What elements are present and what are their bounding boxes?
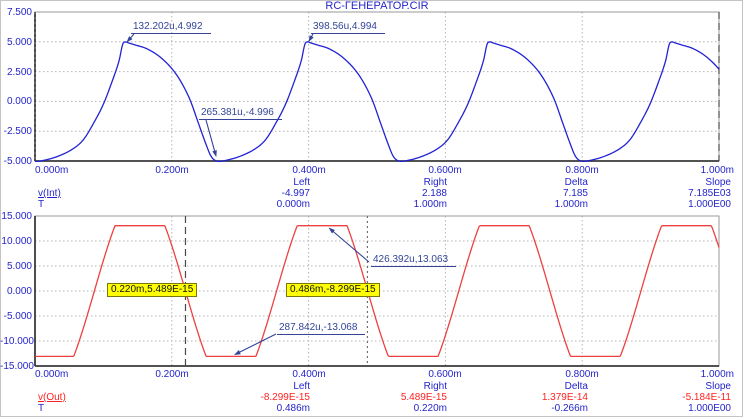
stat-value: 0.486m: [276, 403, 310, 414]
annotation-arrow: [331, 230, 370, 263]
y-tick-label: 5.000: [6, 261, 32, 272]
x-tick-label: 0.800m: [565, 165, 599, 176]
annotation-arrow: [238, 333, 277, 354]
annotation-arrowhead: [234, 350, 241, 355]
x-tick-label: 0.800m: [565, 369, 599, 380]
trace-name-vout[interactable]: v(Out): [38, 392, 66, 403]
x-tick-label: 0.000m: [35, 369, 69, 380]
cursor-readout-box[interactable]: 0.220m,5.489E-15: [107, 283, 198, 297]
stat-col-header: Delta: [564, 381, 588, 392]
stat-value: 7.185: [562, 188, 588, 199]
stat-value: 2.188: [421, 188, 447, 199]
y-tick-label: -5.000: [3, 156, 32, 167]
stat-value: -5.184E-11: [682, 392, 731, 403]
y-tick-label: -5.000: [3, 311, 32, 322]
stat-col-header: Slope: [705, 381, 731, 392]
cursor-readout-box[interactable]: 0.486m,-8.299E-15: [286, 283, 380, 297]
y-tick-label: 0.000: [6, 96, 32, 107]
stat-col-header: Left: [293, 177, 310, 188]
stat-value: -0.266m: [551, 403, 588, 414]
trace-annotation[interactable]: 287.842u,-13.068: [277, 323, 366, 335]
x-tick-label: 0.600m: [428, 369, 462, 380]
stat-value: 1.000m: [554, 199, 588, 210]
stat-value: -4.997: [281, 188, 310, 199]
y-tick-label: 7.500: [6, 7, 32, 18]
stat-value: 5.489E-15: [400, 392, 447, 403]
y-tick-label: -15.000: [0, 361, 34, 372]
annotation-arrow: [205, 119, 216, 153]
annotation-arrowhead: [328, 227, 335, 234]
annotation-arrowhead: [126, 36, 133, 43]
annotation-arrowhead: [212, 150, 217, 157]
trace-annotation[interactable]: 426.392u,13.063: [371, 255, 457, 267]
time-row-label: T: [38, 403, 45, 414]
stat-value: 1.000E00: [688, 199, 731, 210]
x-tick-label: 0.200m: [155, 369, 189, 380]
stat-col-header: Right: [423, 177, 447, 188]
stat-col-header: Right: [423, 381, 447, 392]
x-tick-label: 0.400m: [292, 369, 326, 380]
stat-value: 0.220m: [413, 403, 447, 414]
time-row-label: T: [38, 199, 45, 210]
trace-annotation[interactable]: 132.202u,4.992: [131, 22, 211, 34]
trace-annotation[interactable]: 398.56u,4.994: [311, 22, 385, 34]
plot-frame: [34, 11, 720, 162]
vout-trace: [35, 225, 720, 357]
stat-col-header: Slope: [705, 177, 731, 188]
x-tick-label: 1.000m: [700, 369, 734, 380]
stat-value: -8.299E-15: [260, 392, 310, 403]
x-tick-label: 0.600m: [428, 165, 462, 176]
y-tick-label: 0.000: [6, 286, 32, 297]
x-tick-label: 0.200m: [155, 165, 189, 176]
trace-name-vint[interactable]: v(Int): [38, 188, 61, 199]
trace-annotation[interactable]: 265.381u,-4.996: [199, 108, 282, 120]
y-tick-label: 5.000: [6, 37, 32, 48]
stat-value: 1.379E-14: [541, 392, 588, 403]
stat-value: 7.185E03: [688, 188, 731, 199]
chart-title: RC-ГЕНЕРАТОР.CIR: [325, 0, 429, 12]
stat-col-header: Left: [293, 381, 310, 392]
vint-trace: [34, 41, 720, 163]
stat-value: 1.000E00: [688, 403, 731, 414]
stat-value: 0.000m: [276, 199, 310, 210]
y-tick-label: -10.000: [0, 336, 34, 347]
annotation-arrowhead: [308, 35, 314, 42]
x-tick-label: 0.000m: [35, 165, 69, 176]
stat-col-header: Delta: [564, 177, 588, 188]
y-tick-label: 15.000: [1, 211, 32, 222]
y-tick-label: 10.000: [1, 236, 32, 247]
y-tick-label: -2.500: [3, 126, 32, 137]
x-tick-label: 0.400m: [292, 165, 326, 176]
x-tick-label: 1.000m: [700, 165, 734, 176]
stat-value: 1.000m: [413, 199, 447, 210]
y-tick-label: 2.500: [6, 67, 32, 78]
